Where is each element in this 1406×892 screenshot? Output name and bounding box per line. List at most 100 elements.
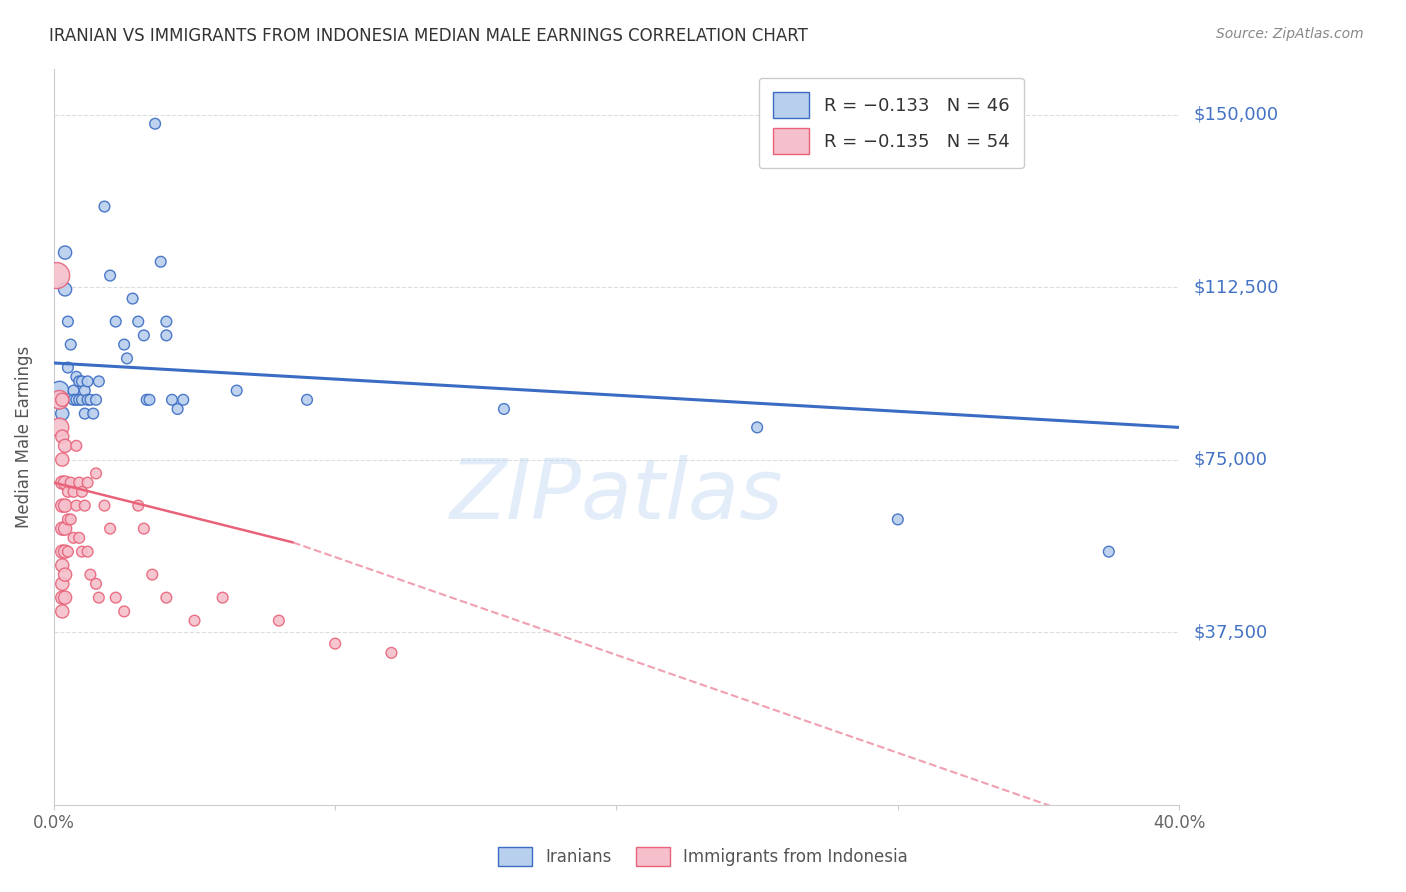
Point	[1098, 544, 1121, 558]
Point	[59, 337, 82, 351]
Point	[98, 522, 121, 536]
Point	[73, 407, 96, 421]
Point	[56, 360, 79, 375]
Point	[51, 522, 73, 536]
Point	[155, 328, 177, 343]
Point	[143, 117, 166, 131]
Point	[155, 315, 177, 329]
Point	[53, 567, 76, 582]
Point	[67, 531, 90, 545]
Point	[51, 604, 73, 618]
Point	[295, 392, 318, 407]
Point	[53, 544, 76, 558]
Point	[84, 467, 107, 481]
Point	[51, 475, 73, 490]
Point	[84, 577, 107, 591]
Point	[127, 499, 149, 513]
Point	[267, 614, 290, 628]
Point	[183, 614, 205, 628]
Point	[48, 384, 70, 398]
Point	[51, 452, 73, 467]
Point	[53, 522, 76, 536]
Text: $75,000: $75,000	[1194, 450, 1267, 468]
Point	[51, 544, 73, 558]
Point	[492, 402, 515, 417]
Point	[76, 475, 98, 490]
Text: $150,000: $150,000	[1194, 105, 1278, 123]
Point	[62, 384, 84, 398]
Point	[76, 544, 98, 558]
Point	[51, 499, 73, 513]
Point	[51, 429, 73, 443]
Point	[84, 392, 107, 407]
Point	[76, 392, 98, 407]
Point	[160, 392, 183, 407]
Point	[65, 392, 87, 407]
Point	[172, 392, 194, 407]
Point	[62, 484, 84, 499]
Point	[67, 375, 90, 389]
Point	[53, 591, 76, 605]
Point	[121, 292, 143, 306]
Point	[887, 512, 910, 526]
Point	[112, 337, 135, 351]
Point	[380, 646, 402, 660]
Point	[56, 315, 79, 329]
Point	[48, 420, 70, 434]
Point	[87, 375, 110, 389]
Point	[93, 200, 115, 214]
Point	[166, 402, 188, 417]
Point	[67, 392, 90, 407]
Point	[104, 315, 127, 329]
Point	[73, 384, 96, 398]
Point	[98, 268, 121, 283]
Point	[87, 591, 110, 605]
Point	[51, 591, 73, 605]
Point	[132, 328, 155, 343]
Point	[70, 392, 93, 407]
Point	[45, 268, 67, 283]
Y-axis label: Median Male Earnings: Median Male Earnings	[15, 345, 32, 528]
Point	[747, 420, 769, 434]
Point	[51, 392, 73, 407]
Point	[76, 375, 98, 389]
Point	[70, 375, 93, 389]
Point	[53, 439, 76, 453]
Point	[225, 384, 247, 398]
Point	[56, 544, 79, 558]
Point	[53, 245, 76, 260]
Point	[79, 392, 101, 407]
Point	[59, 475, 82, 490]
Point	[48, 392, 70, 407]
Text: $112,500: $112,500	[1194, 278, 1278, 296]
Point	[67, 475, 90, 490]
Text: Source: ZipAtlas.com: Source: ZipAtlas.com	[1216, 27, 1364, 41]
Point	[70, 484, 93, 499]
Point	[82, 407, 104, 421]
Point	[73, 499, 96, 513]
Point	[104, 591, 127, 605]
Point	[51, 558, 73, 573]
Point	[112, 604, 135, 618]
Point	[149, 254, 172, 268]
Point	[127, 315, 149, 329]
Point	[138, 392, 160, 407]
Legend: R = −0.133   N = 46, R = −0.135   N = 54: R = −0.133 N = 46, R = −0.135 N = 54	[759, 78, 1024, 169]
Point	[65, 369, 87, 384]
Point	[70, 544, 93, 558]
Point	[51, 407, 73, 421]
Legend: Iranians, Immigrants from Indonesia: Iranians, Immigrants from Indonesia	[489, 838, 917, 875]
Point	[135, 392, 157, 407]
Point	[53, 499, 76, 513]
Point	[211, 591, 233, 605]
Point	[53, 282, 76, 296]
Point	[53, 475, 76, 490]
Point	[62, 531, 84, 545]
Text: $37,500: $37,500	[1194, 624, 1267, 641]
Point	[62, 392, 84, 407]
Point	[155, 591, 177, 605]
Point	[51, 577, 73, 591]
Point	[115, 351, 138, 366]
Point	[56, 484, 79, 499]
Text: ZIPatlas: ZIPatlas	[450, 455, 783, 536]
